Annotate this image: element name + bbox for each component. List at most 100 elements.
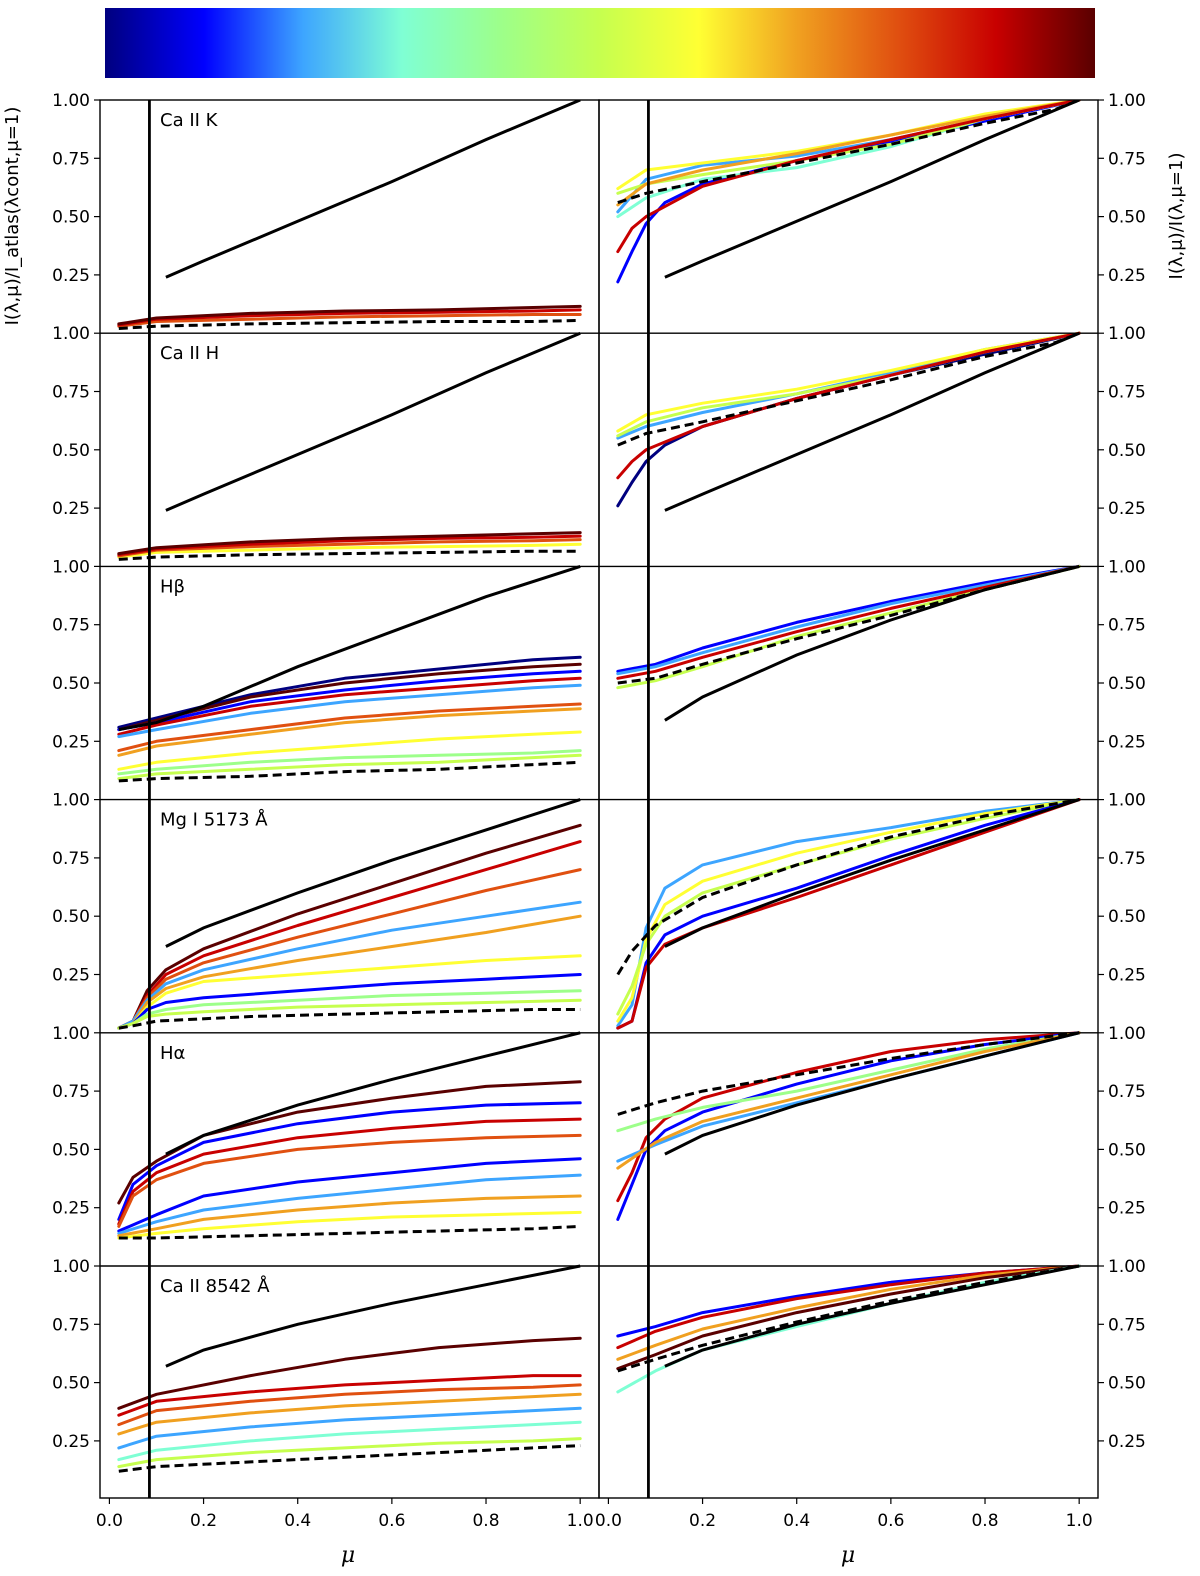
series-line-right-3-1 <box>616 798 1081 1023</box>
series-line-left-0-0 <box>117 313 582 328</box>
ytick-label-right-1-3: 1.00 <box>1108 324 1146 344</box>
row-label-1: Ca II H <box>160 343 219 364</box>
dashed-curve-left-0 <box>118 318 581 330</box>
reference-curve-right-5 <box>664 1264 1080 1368</box>
ytick-label-right-4-1: 0.50 <box>1108 1140 1146 1160</box>
ytick-label-left-0-0: 0.25 <box>52 266 90 286</box>
ytick-label-left-1-0: 0.25 <box>52 499 90 519</box>
ytick-label-left-4-0: 0.25 <box>52 1199 90 1219</box>
ytick-label-right-1-2: 0.75 <box>1108 383 1146 403</box>
ytick-label-left-3-2: 0.75 <box>52 849 90 869</box>
row-label-3: Mg I 5173 Å <box>160 809 268 831</box>
ytick-label-left-1-1: 0.50 <box>52 441 90 461</box>
ytick-label-right-0-2: 0.75 <box>1108 149 1146 169</box>
x-axis-label-left: μ <box>341 1543 355 1568</box>
dashed-curve-left-4 <box>118 1224 581 1240</box>
ytick-label-left-5-1: 0.50 <box>52 1374 90 1394</box>
ytick-label-right-1-0: 0.25 <box>1108 499 1146 519</box>
xtick-label-left-3: 0.6 <box>378 1511 405 1531</box>
series-line-left-4-4 <box>117 1157 582 1233</box>
ytick-label-left-4-1: 0.50 <box>52 1140 90 1160</box>
panel-right-row-4 <box>616 1031 1081 1221</box>
series-line-right-1-4 <box>616 331 1081 480</box>
y-axis-label-left: I(λ,μ)/I_atlas(λcont,μ=1) <box>2 107 23 326</box>
reference-curve-right-3 <box>664 798 1080 948</box>
series-line-left-2-7 <box>117 730 582 771</box>
series-line-left-4-0 <box>117 1080 582 1205</box>
xtick-label-right-0: 0.0 <box>595 1511 622 1531</box>
xtick-label-right-1: 0.2 <box>689 1511 716 1531</box>
dashed-curve-left-3 <box>118 1008 581 1030</box>
reference-curve-left-1 <box>165 331 581 512</box>
series-line-left-5-5 <box>117 1420 582 1462</box>
ytick-label-left-3-3: 1.00 <box>52 791 90 811</box>
series-line-right-5-3 <box>616 1264 1081 1371</box>
ytick-label-left-2-3: 1.00 <box>52 557 90 577</box>
series-line-right-2-0 <box>616 564 1081 673</box>
ytick-label-right-2-2: 0.75 <box>1108 616 1146 636</box>
reference-curve-left-3 <box>165 798 581 948</box>
reference-curve-left-4 <box>165 1031 581 1156</box>
panel-left-row-0 <box>117 100 582 330</box>
series-line-left-5-2 <box>117 1383 582 1427</box>
series-line-left-1-0 <box>117 542 582 559</box>
series-line-left-5-0 <box>117 1336 582 1410</box>
right-axes-frame <box>598 99 1099 1499</box>
series-line-left-2-5 <box>117 702 582 753</box>
series-line-left-4-2 <box>117 1117 582 1226</box>
reference-curve-right-4 <box>664 1031 1080 1156</box>
ytick-label-left-3-1: 0.50 <box>52 907 90 927</box>
reference-curve-right-2 <box>664 564 1080 722</box>
series-line-left-5-3 <box>117 1392 582 1436</box>
dashed-curve-right-4 <box>617 1031 1080 1116</box>
ytick-label-left-0-3: 1.00 <box>52 91 90 111</box>
ytick-label-right-4-0: 0.25 <box>1108 1199 1146 1219</box>
series-line-right-4-4 <box>616 1031 1081 1170</box>
ytick-label-right-1-1: 0.50 <box>1108 441 1146 461</box>
ytick-label-right-0-3: 1.00 <box>1108 91 1146 111</box>
xtick-label-right-5: 1.0 <box>1066 1511 1093 1531</box>
series-line-left-5-4 <box>117 1406 582 1450</box>
ytick-label-left-2-1: 0.50 <box>52 674 90 694</box>
series-line-left-2-8 <box>117 749 582 776</box>
y-axis-label-left-text: I(λ,μ)/I_atlas(λcont,μ=1) <box>2 107 23 326</box>
dashed-curve-right-1 <box>617 331 1080 447</box>
colorbar <box>105 8 1095 78</box>
series-line-right-0-5 <box>616 100 1081 207</box>
ytick-label-left-5-0: 0.25 <box>52 1432 90 1452</box>
series-line-right-3-2 <box>616 798 1081 1016</box>
panel-left-row-3 <box>117 798 582 1030</box>
xtick-label-right-3: 0.6 <box>877 1511 904 1531</box>
ytick-label-left-5-3: 1.00 <box>52 1257 90 1277</box>
ytick-label-right-5-3: 1.00 <box>1108 1257 1146 1277</box>
xtick-label-left-2: 0.4 <box>284 1511 311 1531</box>
ytick-label-right-2-0: 0.25 <box>1108 732 1146 752</box>
dashed-curve-left-5 <box>118 1444 581 1473</box>
series-line-right-1-0 <box>616 331 1081 508</box>
series-line-left-4-1 <box>117 1101 582 1221</box>
series-line-right-0-4 <box>616 100 1081 191</box>
series-line-left-2-0 <box>117 655 582 729</box>
series-line-left-0-2 <box>117 304 582 326</box>
row-label-2: Hβ <box>160 576 185 597</box>
panel-left-row-1 <box>117 331 582 561</box>
series-line-left-5-1 <box>117 1374 582 1417</box>
series-line-left-2-4 <box>117 683 582 739</box>
dashed-curve-left-2 <box>118 760 581 783</box>
dashed-curve-left-1 <box>118 549 581 561</box>
xtick-label-left-1: 0.2 <box>190 1511 217 1531</box>
ytick-label-right-0-0: 0.25 <box>1108 266 1146 286</box>
ytick-label-right-5-1: 0.50 <box>1108 1374 1146 1394</box>
ytick-label-right-3-3: 1.00 <box>1108 791 1146 811</box>
ytick-label-left-0-2: 0.75 <box>52 149 90 169</box>
row-label-5: Ca II 8542 Å <box>160 1275 270 1297</box>
dashed-curve-right-3 <box>616 798 1080 976</box>
panel-left-row-4 <box>117 1031 582 1240</box>
series-line-right-4-0 <box>616 1031 1081 1203</box>
series-line-left-3-2 <box>117 868 582 1030</box>
row-label-4: Hα <box>160 1043 185 1064</box>
ytick-label-right-5-2: 0.75 <box>1108 1315 1146 1335</box>
xtick-label-right-4: 0.8 <box>971 1511 998 1531</box>
series-line-left-3-8 <box>117 998 582 1030</box>
